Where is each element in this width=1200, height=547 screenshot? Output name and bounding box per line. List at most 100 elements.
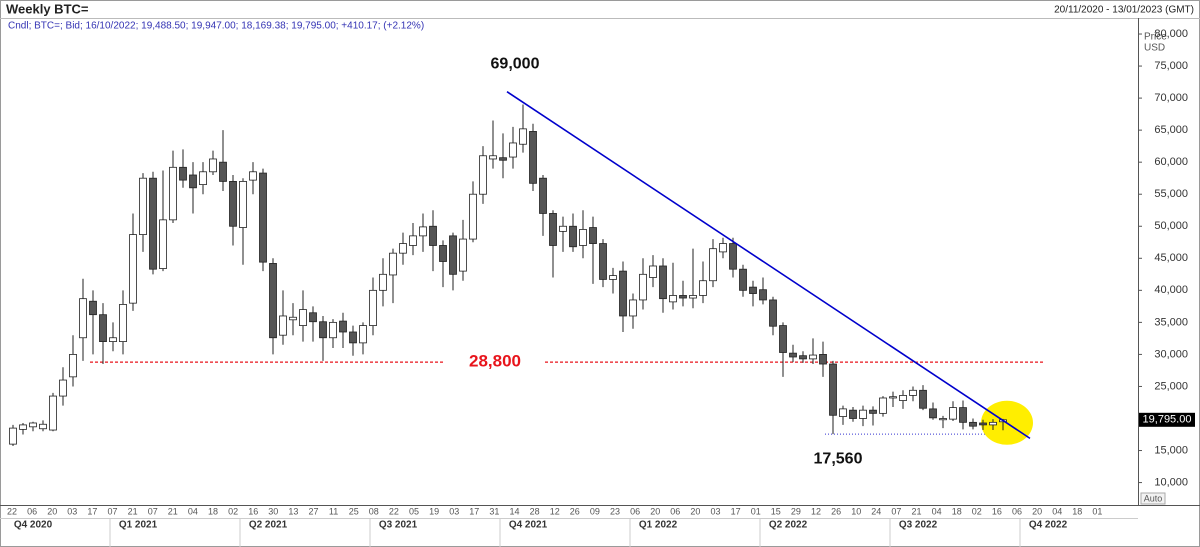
x-tick-label: 07	[107, 506, 117, 516]
scale-mode-button[interactable]	[1140, 492, 1166, 505]
candle-body	[769, 299, 777, 327]
candle-body	[419, 226, 427, 237]
candle-body	[129, 234, 137, 304]
x-tick-label: 22	[389, 506, 399, 516]
candle-body	[249, 171, 257, 181]
candle-body	[909, 389, 917, 396]
y-tick-label: 75,000	[1154, 60, 1188, 72]
x-tick-label: 24	[871, 506, 881, 516]
x-tick-label: 20	[1032, 506, 1042, 516]
y-axis-label: Price	[1144, 32, 1167, 43]
candle-body	[209, 158, 217, 173]
x-tick-label: 04	[1052, 506, 1062, 516]
x-tick-label: 14	[509, 506, 519, 516]
candle-body	[179, 166, 187, 181]
candle-body	[99, 314, 107, 342]
candle-body	[89, 300, 97, 316]
x-tick-label: 17	[87, 506, 97, 516]
candle-body	[109, 337, 117, 342]
candle-body	[489, 155, 497, 160]
x-tick-label: 23	[610, 506, 620, 516]
candle-body	[799, 355, 807, 360]
x-tick-label: 11	[329, 506, 338, 516]
candle-body	[329, 321, 337, 339]
candle-body	[399, 243, 407, 254]
x-tick-label: 26	[570, 506, 580, 516]
candle-body	[439, 245, 447, 262]
candle-body	[449, 235, 457, 275]
quarter-label: Q2 2022	[769, 520, 808, 531]
x-tick-label: 03	[449, 506, 459, 516]
scale-mode[interactable]: Auto	[1144, 493, 1163, 503]
candle-body	[859, 409, 867, 419]
annotation: 17,560	[814, 450, 863, 467]
x-tick-label: 17	[731, 506, 741, 516]
y-tick-label: 10,000	[1154, 476, 1188, 488]
x-tick-label: 07	[148, 506, 158, 516]
candle-body	[579, 229, 587, 246]
quarter-label: Q3 2022	[899, 520, 938, 531]
x-tick-label: 07	[891, 506, 901, 516]
candle-body	[79, 298, 87, 339]
trendline	[506, 91, 1031, 440]
x-tick-label: 03	[710, 506, 720, 516]
candle-body	[29, 422, 37, 428]
candle-body	[39, 423, 47, 430]
candle-body	[959, 407, 967, 423]
candle-body	[479, 155, 487, 195]
candle-body	[779, 325, 787, 353]
y-tick-label: 45,000	[1154, 252, 1188, 264]
candle-body	[679, 295, 687, 299]
x-tick-label: 01	[1092, 506, 1102, 516]
candle-body	[269, 263, 277, 339]
candle-body	[919, 389, 927, 409]
candle-body	[869, 409, 877, 414]
candle-body	[639, 273, 647, 301]
candle-body	[589, 227, 597, 244]
x-tick-label: 18	[952, 506, 962, 516]
y-tick-label: 40,000	[1154, 284, 1188, 296]
y-tick-label: 80,000	[1154, 28, 1188, 40]
x-tick-label: 01	[751, 506, 761, 516]
candle-body	[789, 352, 797, 358]
candle-body	[599, 243, 607, 280]
candle-body	[619, 270, 627, 317]
candle-body	[9, 427, 17, 445]
candle-body	[569, 225, 577, 248]
candle-body	[159, 219, 167, 269]
candle-body	[49, 395, 57, 431]
candle-body	[189, 174, 197, 189]
y-tick-label: 35,000	[1154, 316, 1188, 328]
y-axis-label: USD	[1144, 43, 1165, 54]
annotation: 28,800	[469, 352, 521, 371]
candle-body	[719, 243, 727, 253]
x-tick-label: 21	[168, 506, 178, 516]
candle-body	[989, 421, 997, 426]
candle-body	[429, 225, 437, 246]
quarter-label: Q1 2022	[639, 520, 678, 531]
chart-subtitle: Cndl; BTC=; Bid; 16/10/2022; 19,488.50; …	[8, 21, 424, 32]
candle-body	[969, 421, 977, 427]
x-tick-label: 12	[811, 506, 821, 516]
candle-body	[319, 321, 327, 339]
x-tick-label: 20	[47, 506, 57, 516]
candle-body	[509, 142, 517, 158]
candle-body	[229, 181, 237, 227]
candle-body	[899, 395, 907, 401]
x-tick-label: 19	[429, 506, 439, 516]
x-tick-label: 02	[972, 506, 982, 516]
x-tick-label: 13	[288, 506, 298, 516]
candle-body	[519, 128, 527, 145]
y-tick-label: 65,000	[1154, 124, 1188, 136]
candle-body	[219, 161, 227, 182]
y-tick-label: 30,000	[1154, 348, 1188, 360]
candle-body	[19, 424, 27, 430]
candle-body	[749, 286, 757, 294]
annotation: 69,000	[491, 56, 540, 73]
candle-body	[309, 312, 317, 323]
x-tick-label: 21	[128, 506, 138, 516]
candle-body	[469, 193, 477, 240]
x-tick-label: 25	[349, 506, 359, 516]
candle-body	[539, 177, 547, 214]
